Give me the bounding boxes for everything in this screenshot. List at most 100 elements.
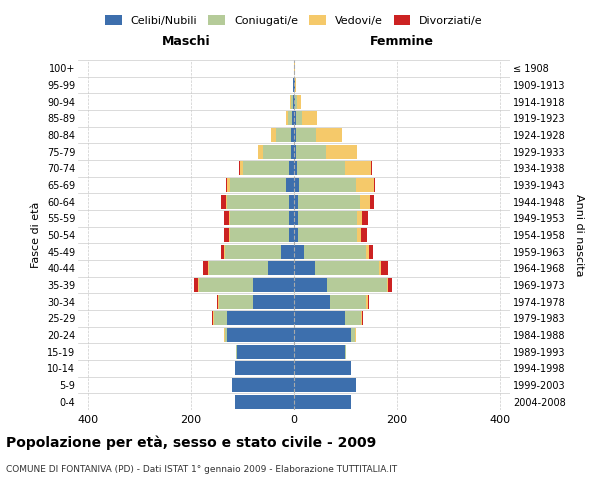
- Bar: [224, 328, 227, 342]
- Bar: [253, 294, 294, 308]
- Bar: [286, 178, 294, 192]
- Bar: [224, 244, 281, 259]
- Bar: [217, 294, 218, 308]
- Legend: Celibi/Nubili, Coniugati/e, Vedovi/e, Divorziati/e: Celibi/Nubili, Coniugati/e, Vedovi/e, Di…: [101, 10, 487, 30]
- Bar: [379, 261, 382, 276]
- Bar: [232, 378, 294, 392]
- Bar: [289, 211, 294, 226]
- Bar: [294, 144, 296, 159]
- Bar: [350, 328, 355, 342]
- Bar: [286, 112, 289, 126]
- Bar: [238, 344, 294, 359]
- Bar: [221, 244, 224, 259]
- Bar: [292, 112, 294, 126]
- Bar: [271, 128, 276, 142]
- Bar: [296, 144, 326, 159]
- Bar: [326, 144, 357, 159]
- Bar: [263, 144, 292, 159]
- Bar: [229, 228, 230, 242]
- Bar: [366, 294, 368, 308]
- Bar: [382, 261, 388, 276]
- Bar: [357, 211, 362, 226]
- Bar: [294, 194, 298, 209]
- Bar: [297, 94, 301, 109]
- Bar: [229, 211, 230, 226]
- Bar: [227, 194, 289, 209]
- Bar: [220, 294, 253, 308]
- Bar: [355, 328, 356, 342]
- Text: Popolazione per età, sesso e stato civile - 2009: Popolazione per età, sesso e stato civil…: [6, 435, 376, 450]
- Bar: [299, 178, 356, 192]
- Bar: [198, 278, 199, 292]
- Bar: [224, 228, 229, 242]
- Bar: [362, 211, 368, 226]
- Bar: [294, 361, 350, 376]
- Bar: [268, 261, 294, 276]
- Bar: [314, 261, 379, 276]
- Bar: [361, 228, 367, 242]
- Bar: [235, 361, 294, 376]
- Text: COMUNE DI FONTANIVA (PD) - Dati ISTAT 1° gennaio 2009 - Elaborazione TUTTITALIA.: COMUNE DI FONTANIVA (PD) - Dati ISTAT 1°…: [6, 465, 397, 474]
- Bar: [294, 162, 296, 175]
- Bar: [239, 162, 240, 175]
- Bar: [218, 294, 220, 308]
- Bar: [203, 261, 208, 276]
- Text: Femmine: Femmine: [370, 36, 434, 49]
- Bar: [236, 344, 238, 359]
- Bar: [289, 112, 292, 126]
- Bar: [199, 278, 253, 292]
- Bar: [371, 162, 372, 175]
- Y-axis label: Fasce di età: Fasce di età: [31, 202, 41, 268]
- Bar: [292, 94, 293, 109]
- Bar: [328, 278, 386, 292]
- Bar: [230, 178, 286, 192]
- Bar: [226, 178, 227, 192]
- Bar: [316, 128, 342, 142]
- Bar: [289, 228, 294, 242]
- Bar: [366, 244, 368, 259]
- Bar: [357, 228, 361, 242]
- Bar: [227, 328, 294, 342]
- Bar: [292, 128, 294, 142]
- Y-axis label: Anni di nascita: Anni di nascita: [574, 194, 584, 276]
- Bar: [230, 228, 289, 242]
- Bar: [388, 278, 392, 292]
- Text: Maschi: Maschi: [161, 36, 211, 49]
- Bar: [370, 194, 374, 209]
- Bar: [298, 194, 360, 209]
- Bar: [356, 178, 374, 192]
- Bar: [289, 194, 294, 209]
- Bar: [294, 311, 346, 326]
- Bar: [289, 162, 294, 175]
- Bar: [294, 178, 299, 192]
- Bar: [294, 328, 350, 342]
- Bar: [293, 94, 294, 109]
- Bar: [294, 261, 314, 276]
- Bar: [294, 394, 350, 409]
- Bar: [276, 128, 292, 142]
- Bar: [194, 278, 198, 292]
- Bar: [213, 311, 214, 326]
- Bar: [294, 94, 295, 109]
- Bar: [294, 128, 296, 142]
- Bar: [253, 278, 294, 292]
- Bar: [368, 244, 373, 259]
- Bar: [346, 311, 361, 326]
- Bar: [226, 194, 227, 209]
- Bar: [214, 311, 227, 326]
- Bar: [296, 162, 346, 175]
- Bar: [294, 112, 296, 126]
- Bar: [295, 78, 296, 92]
- Bar: [240, 162, 242, 175]
- Bar: [361, 311, 362, 326]
- Bar: [281, 244, 294, 259]
- Bar: [294, 228, 298, 242]
- Bar: [298, 228, 357, 242]
- Bar: [221, 194, 226, 209]
- Bar: [290, 94, 292, 109]
- Bar: [294, 378, 356, 392]
- Bar: [296, 112, 302, 126]
- Bar: [294, 211, 298, 226]
- Bar: [295, 94, 297, 109]
- Bar: [292, 144, 294, 159]
